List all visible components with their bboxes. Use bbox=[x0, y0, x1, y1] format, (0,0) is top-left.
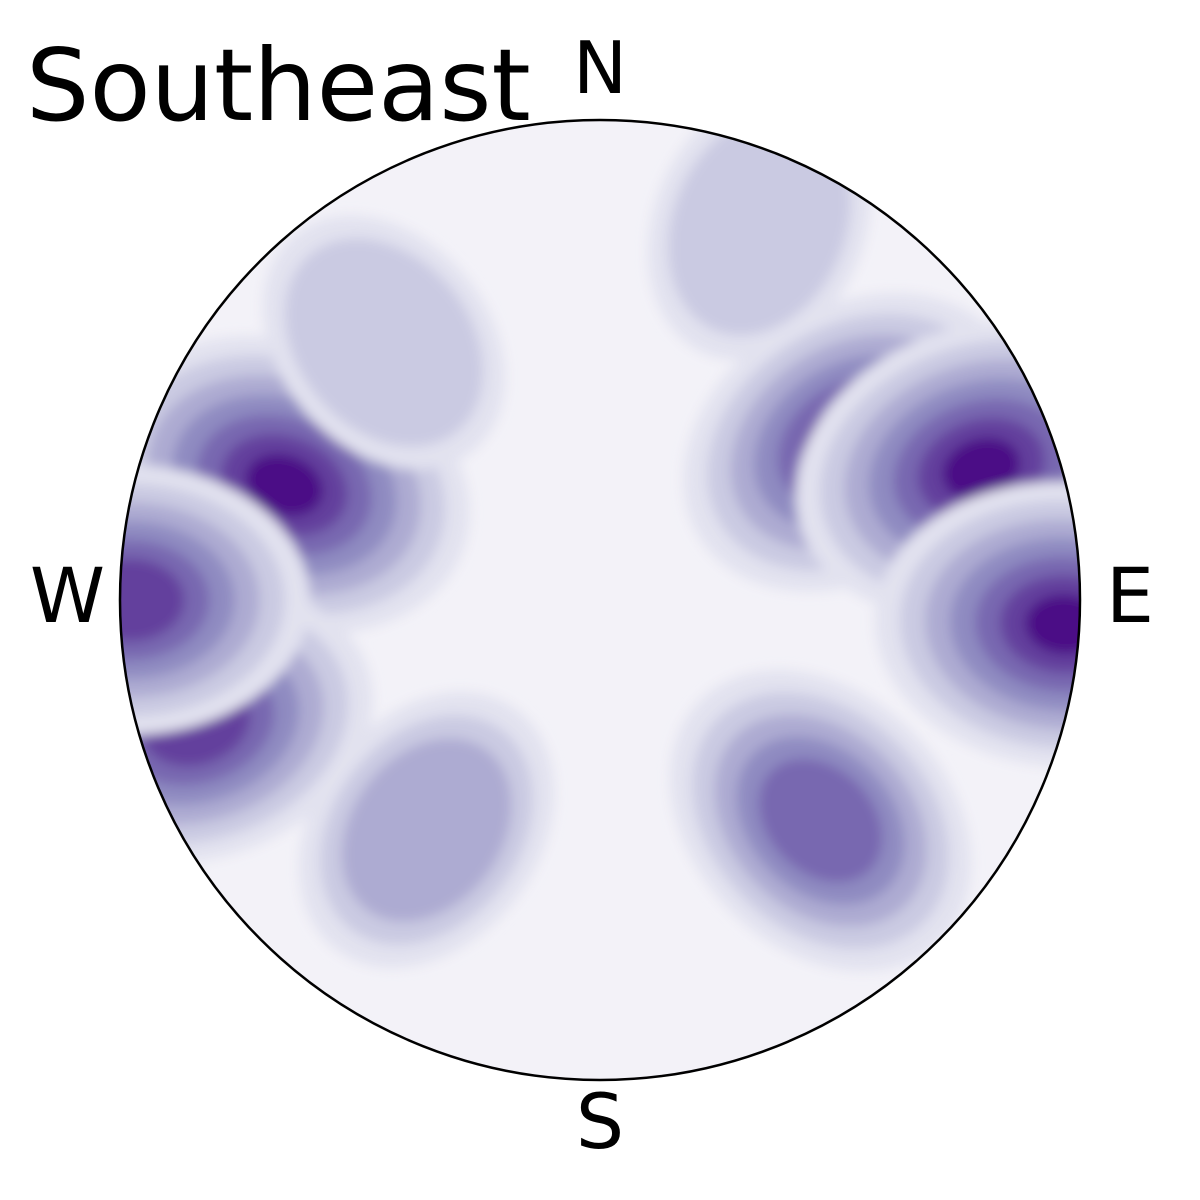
contour-level-5 bbox=[758, 758, 883, 883]
contour-level-7 bbox=[245, 453, 324, 517]
density-cluster-southwest-spot bbox=[299, 692, 555, 968]
contour-level-7 bbox=[942, 437, 1021, 500]
contour-level-2 bbox=[668, 120, 851, 336]
contour-level-7 bbox=[1024, 594, 1080, 655]
south-label: S bbox=[576, 1077, 624, 1166]
east-label: E bbox=[1106, 551, 1154, 640]
north-label: N bbox=[573, 26, 627, 110]
density-cluster-west-edge bbox=[120, 465, 310, 735]
chart-title: Southeast bbox=[26, 27, 531, 144]
density-contours bbox=[120, 120, 1080, 1080]
contour-level-2 bbox=[284, 238, 484, 447]
primitive-circle bbox=[118, 118, 1082, 1082]
density-cluster-northwest-spot bbox=[263, 215, 505, 470]
contour-level-6 bbox=[120, 558, 185, 642]
density-cluster-east-edge-max bbox=[875, 481, 1080, 768]
density-cluster-southeast-band bbox=[670, 670, 971, 971]
west-label: W bbox=[30, 551, 105, 640]
contour-level-3 bbox=[341, 738, 512, 922]
